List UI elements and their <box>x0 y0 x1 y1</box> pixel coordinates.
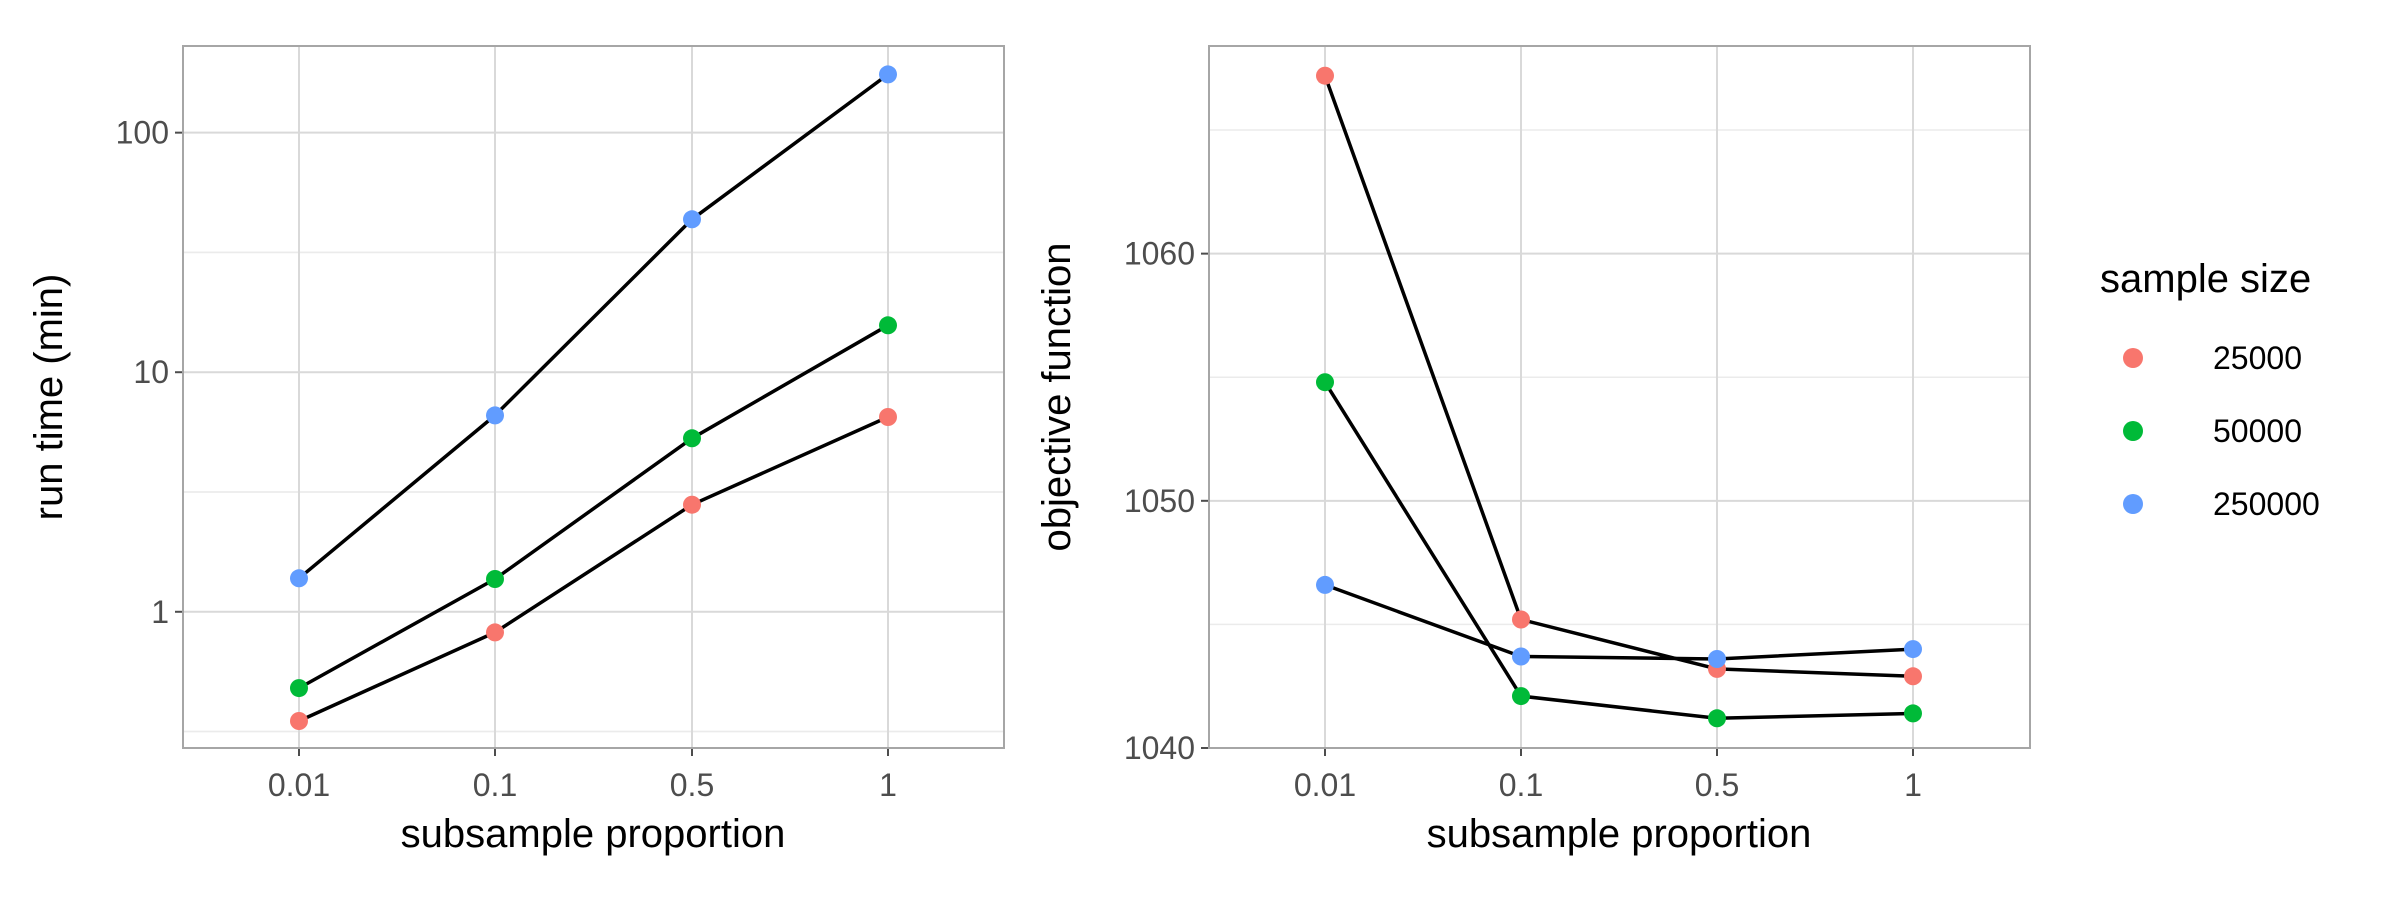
x-tick-label: 0.1 <box>473 767 517 803</box>
data-point-250000 <box>1316 575 1334 594</box>
data-point-250000 <box>486 406 504 425</box>
series-line-250000 <box>297 72 890 580</box>
series-line-25000 <box>298 415 889 723</box>
legend-key-250000 <box>2123 494 2143 514</box>
x-tick-label: 0.01 <box>1294 767 1356 803</box>
y-axis-title: objective function <box>1035 242 1079 551</box>
data-point-25000 <box>290 712 308 730</box>
panel-border <box>182 45 1005 749</box>
x-axis-title: subsample proportion <box>401 812 786 856</box>
legend: sample size 25000 50000 250000 <box>2100 257 2320 522</box>
legend-key-25000 <box>2123 348 2143 368</box>
y-tick-label: 100 <box>116 115 169 151</box>
data-point-250000 <box>1512 647 1530 666</box>
data-point-25000 <box>1512 610 1530 629</box>
legend-label-25000: 25000 <box>2213 340 2302 376</box>
legend-label-50000: 50000 <box>2213 413 2302 449</box>
data-point-25000 <box>1316 66 1334 85</box>
data-point-25000 <box>683 495 701 514</box>
data-point-50000 <box>1708 709 1726 728</box>
y-tick-label: 1040 <box>1124 730 1195 766</box>
data-point-50000 <box>486 570 504 588</box>
x-tick-label: 1 <box>879 767 897 803</box>
data-point-50000 <box>683 429 701 448</box>
y-tick-label: 10 <box>133 354 169 390</box>
run-time-panel: 1 10 100 0.01 0.1 0.5 1 subsample proportion run… <box>27 45 1005 856</box>
data-point-250000 <box>1708 650 1726 668</box>
x-tick-label: 1 <box>1904 767 1922 803</box>
legend-key-50000 <box>2123 421 2143 441</box>
data-point-50000 <box>1904 704 1922 723</box>
series-line-50000 <box>298 323 889 690</box>
legend-title: sample size <box>2100 257 2311 301</box>
data-point-250000 <box>879 65 897 84</box>
data-point-25000 <box>879 408 897 426</box>
y-axis-title: run time (min) <box>27 274 71 521</box>
legend-label-250000: 250000 <box>2213 486 2320 522</box>
data-point-50000 <box>1512 687 1530 706</box>
data-point-250000 <box>683 210 701 229</box>
objective-function-panel: 1040 1050 1060 0.01 0.1 0.5 1 subsample proport… <box>1035 45 2031 856</box>
series-line-250000 <box>1324 583 1914 661</box>
x-tick-label: 0.5 <box>670 767 714 803</box>
data-point-50000 <box>1316 373 1334 392</box>
y-tick-label: 1 <box>151 594 169 630</box>
data-point-25000 <box>1904 667 1922 686</box>
data-point-250000 <box>290 569 308 588</box>
series-line-25000 <box>1323 75 1914 679</box>
series-line-50000 <box>1323 381 1914 721</box>
x-tick-label: 0.01 <box>268 767 330 803</box>
panel-border <box>1208 45 2031 749</box>
x-tick-label: 0.1 <box>1499 767 1543 803</box>
legend-items: 25000 50000 250000 <box>2123 340 2320 522</box>
y-tick-label: 1050 <box>1124 483 1195 519</box>
x-axis-title: subsample proportion <box>1427 812 1812 856</box>
data-point-50000 <box>879 316 897 335</box>
y-tick-label: 1060 <box>1124 236 1195 272</box>
data-point-50000 <box>290 679 308 698</box>
x-tick-label: 0.5 <box>1695 767 1739 803</box>
data-point-250000 <box>1904 640 1922 659</box>
data-point-25000 <box>486 623 504 642</box>
